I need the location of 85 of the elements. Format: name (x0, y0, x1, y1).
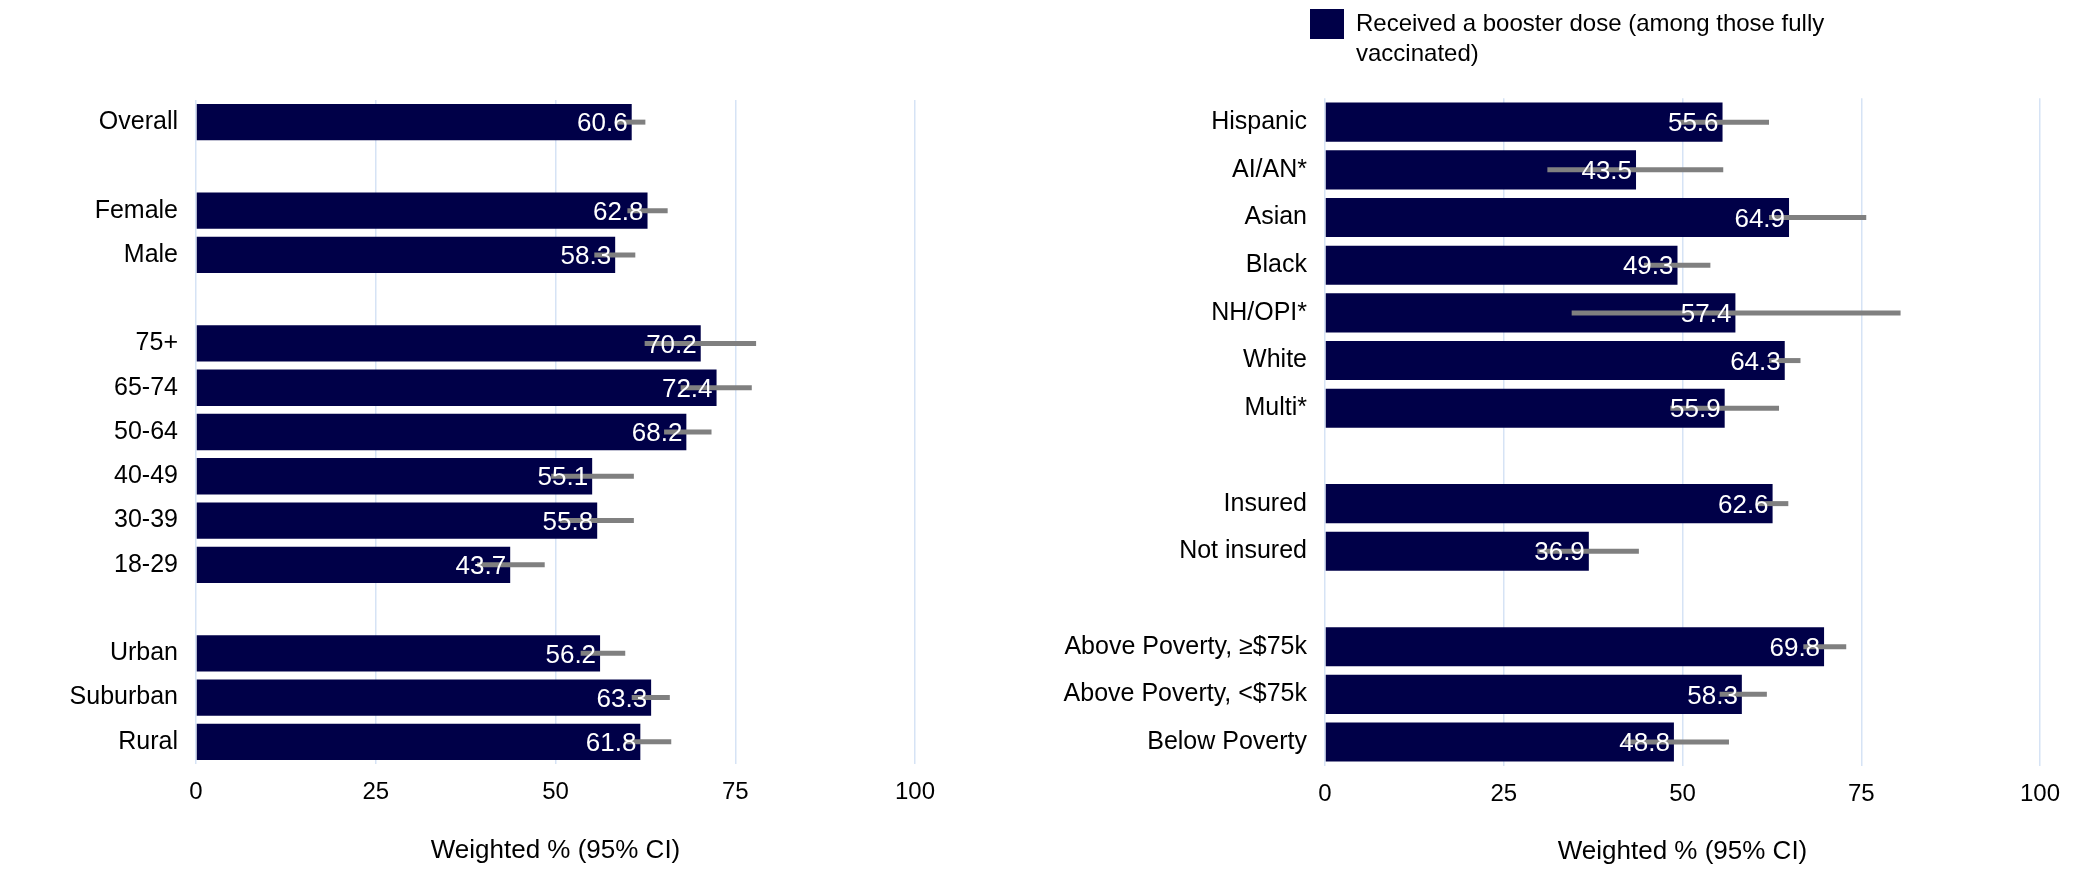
bar (196, 192, 648, 229)
y-tick-label: 65-74 (114, 371, 179, 400)
bar (196, 413, 687, 451)
bar (196, 458, 593, 495)
bar (196, 679, 652, 716)
y-tick-label: 30-39 (114, 504, 178, 533)
y-tick-label: NH/OPI* (1211, 296, 1308, 325)
bar (196, 325, 701, 362)
bar (1325, 102, 1723, 142)
data-label: 57.4 (1680, 298, 1732, 329)
y-tick-label: Hispanic (1211, 106, 1307, 135)
y-tick-label: Suburban (69, 681, 178, 710)
y-tick-label: Overall (98, 106, 178, 135)
y-tick-label: 75+ (135, 327, 178, 356)
x-tick-label: 75 (721, 777, 749, 805)
data-label: 62.8 (592, 195, 644, 226)
y-tick-label: Insured (1223, 487, 1307, 516)
x-tick-label: 25 (362, 777, 390, 805)
bar (196, 236, 616, 274)
bar (1325, 293, 1736, 333)
y-tick-label: AI/AN* (1231, 153, 1308, 182)
data-label: 55.6 (1667, 107, 1719, 138)
y-tick-label: 40-49 (114, 460, 178, 489)
data-label: 60.6 (577, 107, 628, 138)
bar (196, 723, 641, 761)
y-tick-label: Asian (1244, 201, 1307, 230)
data-label: 69.8 (1769, 631, 1821, 662)
y-tick-label: Female (94, 194, 178, 223)
data-label: 36.9 (1534, 536, 1585, 567)
data-label: 56.2 (545, 638, 597, 669)
data-label: 68.2 (631, 417, 683, 448)
y-tick-label: Urban (109, 637, 178, 666)
data-label: 70.2 (646, 328, 697, 359)
bar (1325, 722, 1674, 762)
y-tick-label: Rural (118, 725, 178, 754)
bar (1325, 150, 1637, 190)
y-tick-label: Male (123, 238, 178, 267)
data-label: 63.3 (596, 682, 648, 713)
y-tick-label: Above Poverty, <$75k (1063, 678, 1308, 707)
x-tick-label: 75 (1847, 778, 1875, 806)
y-tick-label: Multi* (1244, 392, 1308, 421)
bar (1325, 341, 1785, 381)
bar (1325, 627, 1825, 667)
bar (1325, 197, 1790, 238)
y-tick-label: Above Poverty, ≥$75k (1064, 630, 1308, 659)
bar (196, 369, 717, 406)
y-tick-label: 50-64 (114, 415, 179, 444)
bar (1325, 388, 1725, 428)
bar (1325, 674, 1742, 714)
x-tick-label: 0 (1318, 778, 1332, 806)
data-label: 55.9 (1670, 393, 1721, 424)
x-tick-label: 50 (1669, 778, 1696, 806)
data-label: 49.3 (1622, 250, 1674, 281)
y-tick-label: Below Poverty (1147, 725, 1308, 754)
data-label: 72.4 (661, 372, 713, 403)
x-tick-label: 50 (542, 777, 569, 805)
data-label: 48.8 (1619, 727, 1670, 758)
bar (196, 502, 598, 539)
bar (196, 635, 601, 672)
x-tick-label: 100 (894, 777, 936, 805)
data-label: 55.1 (537, 461, 589, 492)
bar (196, 546, 511, 583)
bar (1325, 531, 1589, 571)
data-label: 43.7 (455, 549, 507, 580)
x-tick-label: 0 (189, 777, 203, 805)
data-label: 62.6 (1717, 488, 1769, 519)
data-label: 58.3 (1687, 679, 1738, 710)
legend-label: Received a booster dose (among those fully vaccinated) (1356, 8, 1825, 66)
x-tick-label: 25 (1490, 778, 1518, 806)
x-axis-title: Weighted % (95% CI) (1557, 835, 1808, 866)
bar (196, 103, 632, 141)
y-tick-label: Not insured (1179, 535, 1307, 564)
data-label: 55.8 (542, 505, 594, 536)
bar (1325, 245, 1678, 285)
data-label: 64.9 (1734, 202, 1786, 233)
data-label: 43.5 (1581, 155, 1633, 185)
y-tick-label: White (1243, 344, 1307, 373)
data-label: 64.3 (1730, 345, 1781, 376)
data-label: 61.8 (585, 727, 637, 758)
x-tick-label: 100 (2019, 778, 2061, 806)
bar (1325, 484, 1773, 524)
y-tick-label: 18-29 (114, 548, 178, 577)
y-tick-label: Black (1245, 249, 1308, 278)
x-axis-title: Weighted % (95% CI) (430, 833, 681, 864)
data-label: 58.3 (560, 240, 612, 271)
